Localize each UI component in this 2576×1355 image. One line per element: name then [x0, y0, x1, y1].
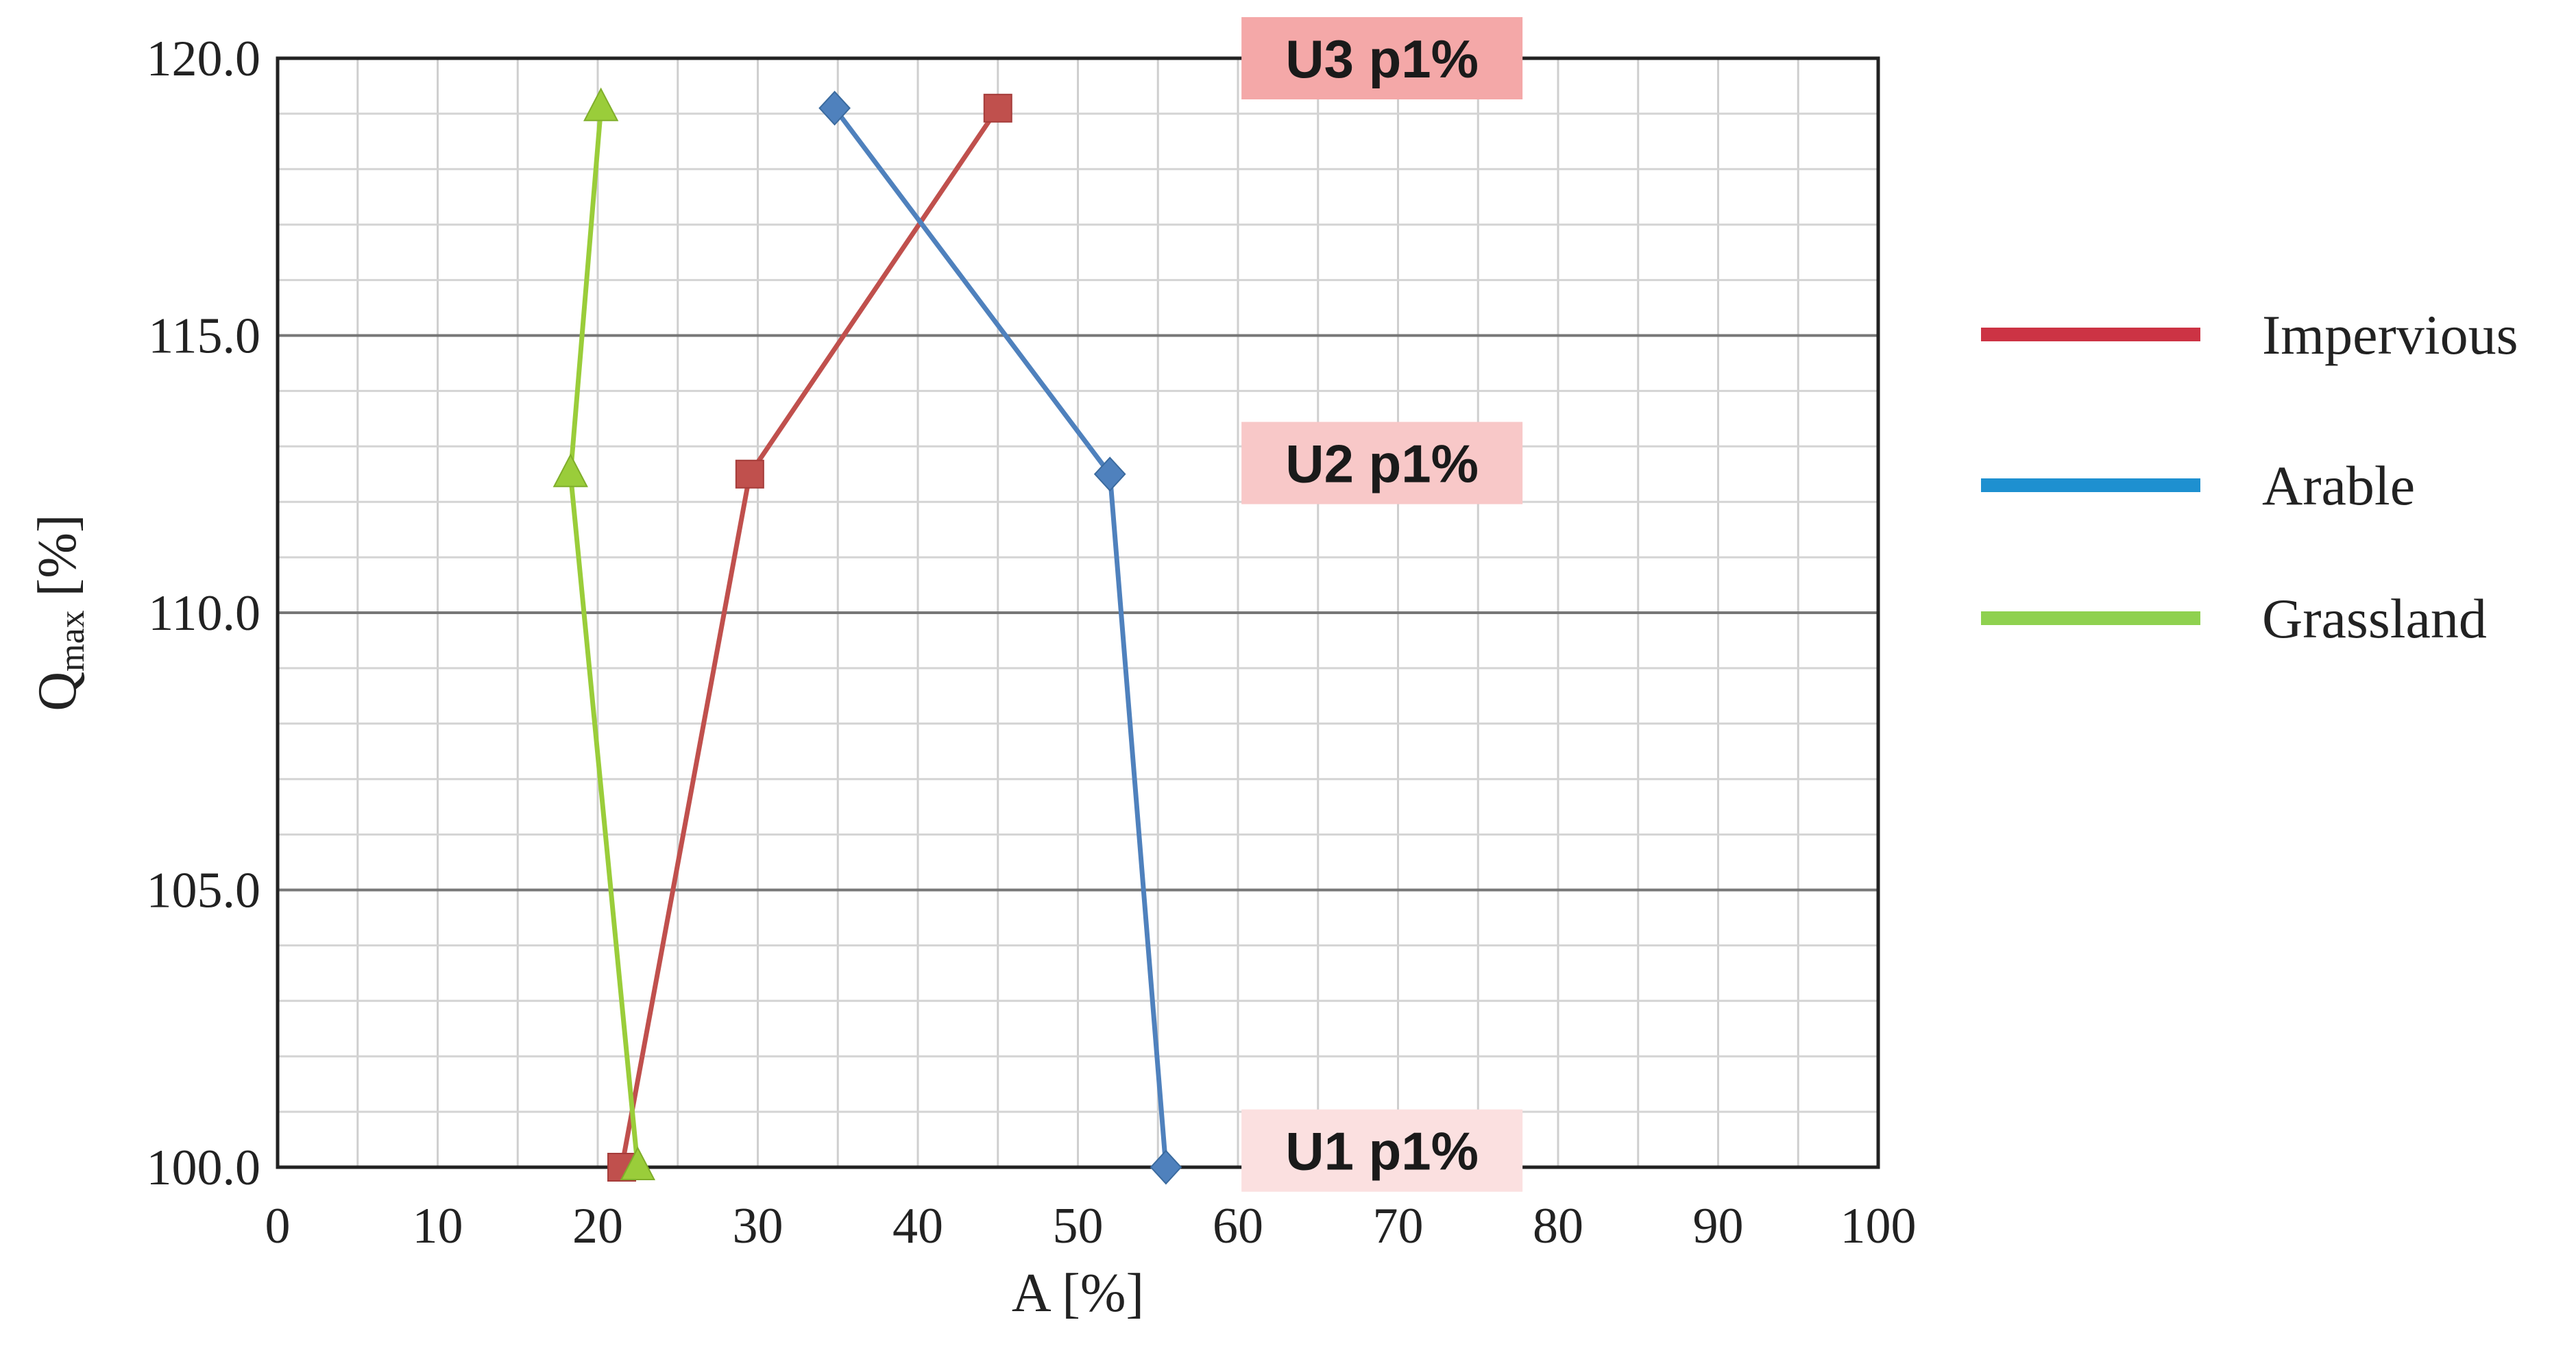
- x-tick-label: 10: [413, 1198, 463, 1254]
- legend: Impervious Arable Grassland: [1981, 304, 2518, 650]
- y-axis-title-sub: max: [53, 610, 92, 672]
- series-layer: [552, 87, 1182, 1185]
- point-arable: [818, 90, 851, 126]
- point-grassland: [552, 453, 588, 487]
- annotation-label: U3 p1%: [1285, 29, 1479, 89]
- point-impervious: [735, 459, 764, 489]
- x-tick-label: 80: [1533, 1198, 1583, 1254]
- y-tick-label: 110.0: [148, 585, 260, 642]
- series-grassland: [552, 87, 656, 1180]
- legend-item-impervious: Impervious: [1981, 304, 2518, 366]
- x-tick-label: 30: [733, 1198, 783, 1254]
- legend-label-impervious: Impervious: [2262, 304, 2518, 366]
- x-axis-title: A [%]: [1012, 1263, 1144, 1323]
- x-tick-label: 60: [1213, 1198, 1263, 1254]
- x-tick-label: 70: [1373, 1198, 1424, 1254]
- annotation: U3 p1%: [1241, 17, 1523, 99]
- plot-frame: [276, 56, 1880, 1169]
- point-grassland: [583, 87, 619, 121]
- annotation: U2 p1%: [1241, 422, 1523, 504]
- legend-label-arable: Arable: [2262, 454, 2415, 517]
- x-tick-label: 100: [1840, 1198, 1917, 1254]
- y-tick-labels: 100.0 105.0 110.0 115.0 120.0: [147, 31, 261, 1196]
- point-grassland: [620, 1146, 656, 1180]
- annotation: U1 p1%: [1241, 1109, 1523, 1192]
- x-tick-label: 0: [265, 1198, 291, 1254]
- legend-item-arable: Arable: [1981, 454, 2415, 517]
- annotation-box: [1241, 17, 1523, 99]
- annotation-label: U2 p1%: [1285, 434, 1479, 494]
- point-arable: [1093, 456, 1126, 492]
- y-axis-title-rest: [%]: [27, 514, 88, 610]
- annotation-box: [1241, 422, 1523, 504]
- legend-swatch-grassland: [1981, 611, 2200, 625]
- annotations: U3 p1% U2 p1% U1 p1%: [1241, 17, 1523, 1192]
- point-arable: [1150, 1149, 1182, 1185]
- y-axis-title: Qmax [%]: [27, 514, 92, 711]
- legend-swatch-arable: [1981, 478, 2200, 492]
- annotation-box: [1241, 1109, 1523, 1192]
- y-tick-label: 120.0: [147, 31, 261, 87]
- y-tick-label: 100.0: [147, 1140, 261, 1196]
- x-tick-label: 50: [1053, 1198, 1104, 1254]
- y-tick-label: 115.0: [148, 308, 260, 365]
- annotation-label: U1 p1%: [1285, 1121, 1479, 1182]
- legend-label-grassland: Grassland: [2262, 587, 2487, 650]
- x-tick-labels: 0 10 20 30 40 50 60 70 80 90 100: [265, 1198, 1917, 1254]
- x-tick-label: 20: [572, 1198, 623, 1254]
- y-axis-title-main: Q: [27, 672, 88, 711]
- legend-swatch-impervious: [1981, 328, 2200, 341]
- legend-item-grassland: Grassland: [1981, 587, 2487, 650]
- y-tick-label: 105.0: [147, 863, 261, 919]
- x-tick-label: 90: [1693, 1198, 1744, 1254]
- x-tick-label: 40: [892, 1198, 943, 1254]
- grid-major: [278, 334, 1878, 892]
- series-arable: [818, 90, 1182, 1185]
- series-impervious: [607, 93, 1012, 1182]
- point-impervious: [983, 93, 1012, 123]
